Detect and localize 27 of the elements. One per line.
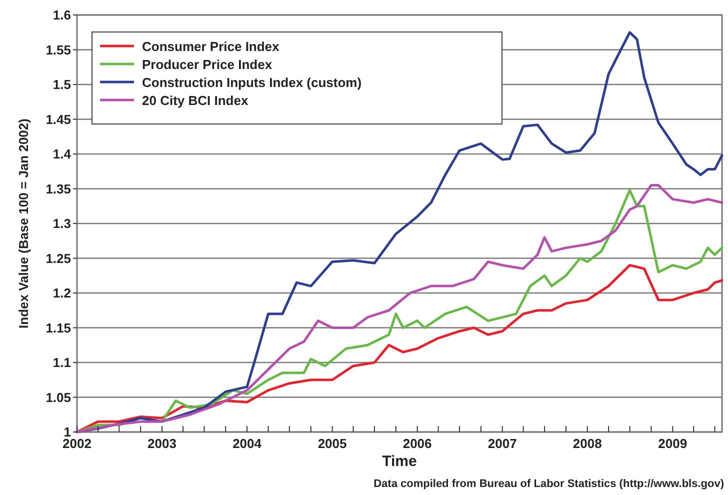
y-tick-label: 1.05: [46, 390, 71, 405]
y-tick-label: 1.15: [46, 320, 71, 336]
y-tick-label: 1.45: [46, 112, 71, 127]
x-tick-label: 2006: [402, 436, 432, 451]
y-tick-label: 1.2: [52, 286, 71, 300]
y-tick-label: 1.55: [46, 42, 71, 58]
y-tick-label: 1.3: [52, 216, 71, 231]
y-axis-title: Index Value (Base 100 = Jan 2002): [16, 118, 31, 328]
legend-label: Consumer Price Index: [142, 39, 280, 54]
x-axis-title: Time: [382, 453, 417, 470]
legend-label: Construction Inputs Index (custom): [142, 75, 362, 90]
y-tick-label: 1.4: [52, 146, 72, 162]
legend-label: Producer Price Index: [142, 57, 273, 72]
y-tick-label: 1.35: [46, 181, 71, 196]
y-tick-label: 1.6: [52, 8, 71, 22]
x-tick-label: 2007: [488, 436, 517, 451]
y-tick-label: 1.25: [46, 250, 71, 266]
legend-label: 20 City BCI Index: [142, 93, 249, 108]
text: Data compiled from Bureau of Labor Statistics (http://www.bls.gov): [374, 478, 724, 490]
x-tick-label: 2003: [148, 436, 176, 451]
x-tick-label: 2008: [572, 436, 602, 451]
line-series: [76, 264, 724, 434]
y-tick-label: 1.1: [52, 355, 71, 370]
x-tick-label: 2009: [658, 436, 688, 451]
x-tick-label: 2005: [318, 436, 347, 451]
y-tick-label: 1.5: [52, 77, 71, 92]
x-tick-label: 2004: [232, 436, 262, 451]
